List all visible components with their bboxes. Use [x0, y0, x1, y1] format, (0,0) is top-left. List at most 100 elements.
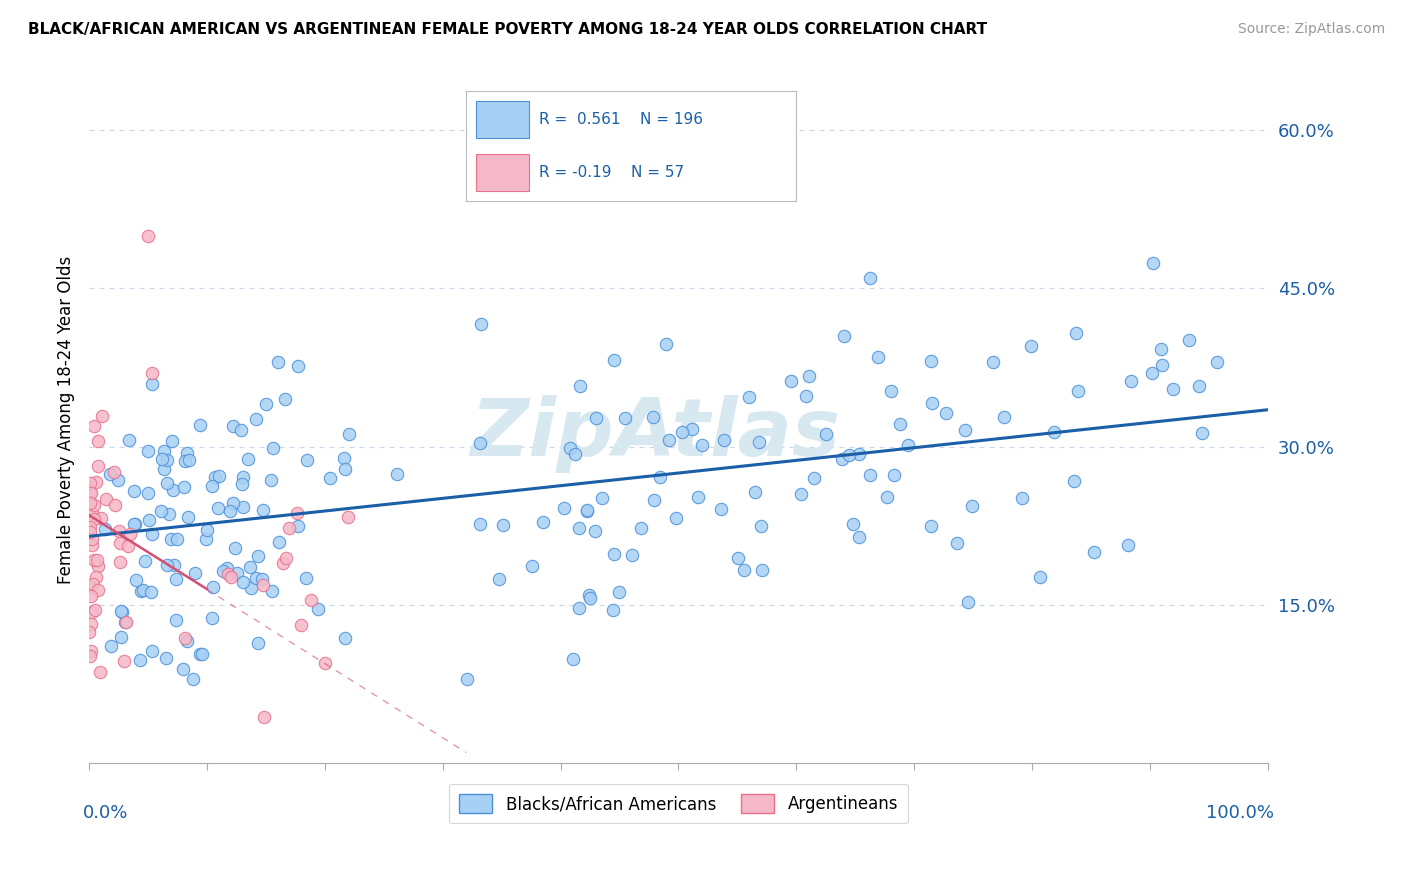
Point [790, 487, 813, 501]
Point [1163, 383, 1185, 397]
Point [591, 491, 613, 505]
Point [141, 527, 163, 541]
Point [173, 631, 195, 645]
Point [79, 520, 101, 534]
Point [136, 228, 159, 243]
Point [859, 271, 882, 285]
Point [842, 517, 865, 532]
Point [79, 648, 101, 663]
Point [162, 483, 184, 497]
Point [156, 558, 179, 572]
Point [1064, 326, 1087, 341]
Text: 0.0%: 0.0% [83, 805, 128, 822]
Point [650, 470, 672, 484]
Point [110, 536, 132, 550]
Point [957, 595, 980, 609]
Point [202, 581, 225, 595]
Point [738, 390, 761, 404]
Point [232, 574, 254, 589]
Point [1042, 425, 1064, 440]
Point [80, 644, 103, 658]
Point [831, 452, 853, 467]
Point [1142, 256, 1164, 270]
Point [90, 511, 112, 525]
Point [104, 498, 127, 512]
Point [262, 441, 284, 455]
Point [468, 516, 491, 531]
Point [118, 527, 141, 541]
Point [222, 496, 245, 510]
Point [188, 418, 211, 433]
Point [246, 549, 269, 564]
Point [79, 579, 101, 593]
Point [318, 470, 340, 484]
Point [838, 448, 860, 462]
Point [100, 640, 122, 654]
Point [83, 553, 105, 567]
Point [172, 662, 194, 676]
Point [271, 556, 294, 570]
Point [231, 423, 253, 437]
Point [222, 418, 245, 433]
Point [520, 559, 543, 574]
Point [960, 499, 983, 513]
Point [90, 409, 112, 423]
Point [118, 433, 141, 447]
Point [848, 447, 870, 461]
Point [607, 585, 630, 599]
Point [110, 604, 132, 618]
Point [1011, 491, 1033, 505]
Point [86, 434, 108, 448]
Point [335, 461, 357, 475]
Point [803, 471, 825, 485]
Point [183, 566, 205, 580]
Point [79, 496, 101, 510]
Point [751, 563, 773, 577]
Point [83, 512, 105, 526]
Point [1191, 426, 1213, 441]
Point [744, 485, 766, 500]
Point [603, 353, 626, 368]
Point [560, 441, 582, 455]
Point [80, 605, 103, 619]
Point [150, 504, 173, 518]
Point [236, 452, 259, 467]
Point [162, 558, 184, 572]
Point [225, 566, 247, 580]
Point [1188, 379, 1211, 393]
Point [946, 535, 969, 549]
Point [195, 533, 218, 547]
Point [1063, 475, 1085, 489]
Point [794, 389, 817, 403]
Point [252, 503, 274, 517]
Point [921, 395, 943, 409]
Point [564, 447, 586, 461]
Point [955, 423, 977, 437]
Point [232, 470, 254, 484]
Point [195, 523, 218, 537]
Point [630, 520, 652, 534]
Point [252, 578, 274, 592]
Point [287, 506, 309, 520]
Y-axis label: Female Poverty Among 18-24 Year Olds: Female Poverty Among 18-24 Year Olds [58, 256, 75, 584]
Point [156, 476, 179, 491]
Point [1150, 343, 1173, 357]
Point [290, 618, 312, 632]
Point [83, 419, 105, 434]
Point [224, 541, 246, 555]
Point [215, 560, 238, 574]
Point [1121, 374, 1143, 388]
Point [470, 317, 492, 331]
Point [866, 351, 889, 365]
Point [1178, 333, 1201, 347]
Point [981, 355, 1004, 369]
Point [655, 337, 678, 351]
Point [83, 498, 105, 512]
Point [531, 515, 554, 529]
Point [337, 509, 360, 524]
Point [207, 500, 229, 515]
Point [1140, 366, 1163, 380]
Point [80, 589, 103, 603]
Point [153, 444, 176, 458]
Point [218, 504, 240, 518]
